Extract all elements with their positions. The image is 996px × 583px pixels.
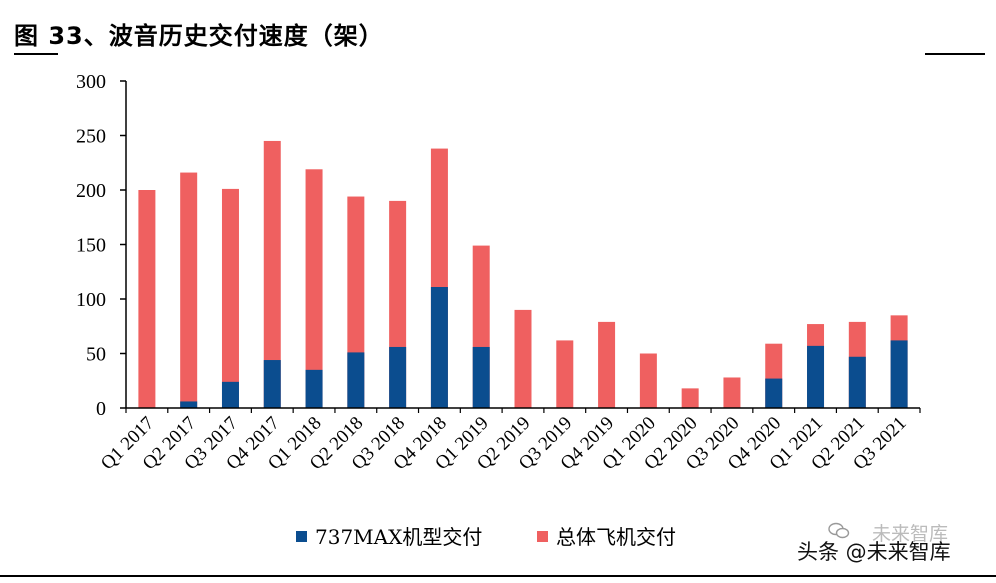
bar-total bbox=[514, 309, 532, 408]
chart-header: 图 33、波音历史交付速度（架） bbox=[0, 0, 996, 60]
bar-737max bbox=[180, 401, 198, 408]
bar-total bbox=[221, 188, 239, 408]
y-tick-label: 250 bbox=[76, 126, 106, 148]
bar-737max bbox=[305, 369, 323, 408]
bar-737max bbox=[430, 287, 448, 408]
chart-title: 图 33、波音历史交付速度（架） bbox=[14, 22, 384, 50]
y-tick-label: 200 bbox=[76, 180, 106, 202]
bar-737max bbox=[347, 352, 365, 408]
y-axis: 0 50 100 150 200 250 300 bbox=[76, 71, 127, 420]
bar-737max bbox=[890, 340, 908, 408]
bar-total bbox=[180, 172, 198, 408]
y-tick-label: 0 bbox=[96, 398, 106, 420]
bar-total bbox=[639, 353, 657, 408]
bottom-rule bbox=[0, 575, 996, 577]
title-rule-left bbox=[14, 53, 58, 55]
legend-label-total: 总体飞机交付 bbox=[556, 525, 676, 549]
bar-total bbox=[598, 321, 616, 408]
bar-total bbox=[263, 140, 281, 408]
737max-deliveries-series bbox=[180, 287, 908, 408]
y-tick-label: 300 bbox=[76, 71, 106, 93]
legend: 737MAX机型交付 总体飞机交付 bbox=[296, 525, 676, 549]
bar-737max bbox=[807, 345, 825, 408]
legend-swatch-737max bbox=[296, 531, 307, 542]
y-tick-label: 150 bbox=[76, 235, 106, 257]
y-tick-label: 50 bbox=[86, 344, 106, 366]
bar-737max bbox=[263, 360, 281, 408]
bar-737max bbox=[765, 378, 783, 408]
total-deliveries-series bbox=[138, 140, 908, 408]
bar-737max bbox=[221, 381, 239, 408]
bar-total bbox=[556, 340, 574, 408]
bar-737max bbox=[472, 346, 490, 408]
bar-total bbox=[305, 169, 323, 408]
bar-total bbox=[138, 190, 156, 408]
bar-total bbox=[723, 377, 741, 408]
wechat-icon bbox=[828, 522, 850, 539]
bar-737max bbox=[389, 346, 407, 408]
bar-total bbox=[681, 388, 699, 408]
legend-swatch-total bbox=[537, 531, 548, 542]
bar-737max bbox=[848, 356, 866, 408]
y-tick-label: 100 bbox=[76, 289, 106, 311]
watermark: 头条 @未来智库 bbox=[797, 540, 951, 564]
title-rule-right bbox=[925, 53, 985, 55]
legend-label-737max: 737MAX机型交付 bbox=[315, 525, 482, 549]
watermark-faint: 未来智库 bbox=[872, 523, 949, 545]
